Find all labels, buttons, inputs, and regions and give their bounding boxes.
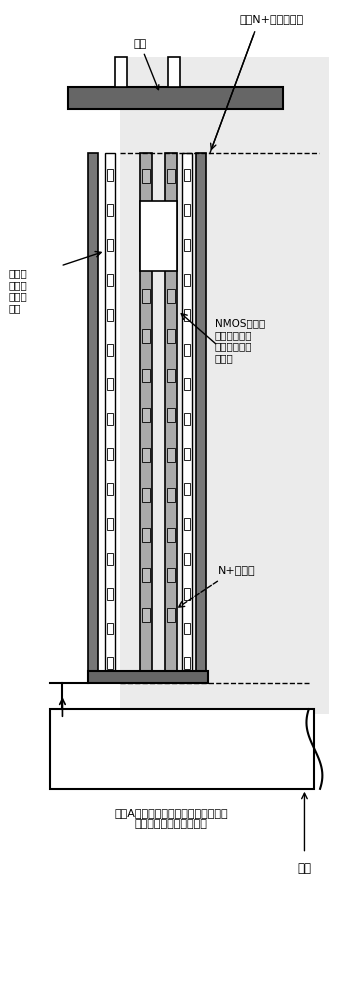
Bar [184, 518, 190, 530]
Bar [107, 483, 113, 495]
Bar [88, 153, 98, 679]
Bar [142, 289, 150, 303]
Bar [107, 169, 113, 181]
Bar [184, 378, 190, 390]
Bar [142, 528, 150, 542]
Bar [107, 657, 113, 669]
Bar [167, 249, 175, 263]
Bar [168, 57, 180, 87]
Bar [167, 408, 175, 422]
Bar [184, 344, 190, 356]
Bar [107, 378, 113, 390]
Bar [184, 204, 190, 216]
Bar [167, 608, 175, 622]
Bar [107, 204, 113, 216]
Bar [142, 369, 150, 382]
Bar [107, 588, 113, 600]
Bar [120, 57, 329, 714]
Text: 寄生N+有源区电阻: 寄生N+有源区电阻 [240, 14, 304, 24]
Bar [167, 329, 175, 343]
Bar [107, 274, 113, 286]
Bar [107, 309, 113, 321]
Bar [167, 448, 175, 462]
Bar [142, 568, 150, 582]
Bar [165, 153, 177, 679]
Bar [142, 608, 150, 622]
Bar [184, 588, 190, 600]
Bar [107, 344, 113, 356]
Bar [107, 448, 113, 460]
Bar [167, 369, 175, 382]
Bar [140, 153, 152, 679]
Bar [107, 623, 113, 634]
Bar [88, 671, 208, 683]
Bar [51, 709, 314, 789]
Bar [184, 274, 190, 286]
Bar [105, 153, 115, 679]
Text: 端口: 端口 [298, 862, 312, 875]
Bar [167, 169, 175, 183]
Text: 地线: 地线 [133, 39, 159, 90]
Bar [142, 249, 150, 263]
Bar [142, 209, 150, 223]
Bar [184, 623, 190, 634]
Bar [107, 518, 113, 530]
Bar [167, 528, 175, 542]
Bar [184, 239, 190, 251]
Bar [107, 239, 113, 251]
Text: 节点A（连接多晶电阻或者有源区电阻
或者直接连接内部电路）: 节点A（连接多晶电阻或者有源区电阻 或者直接连接内部电路） [114, 808, 228, 830]
Text: N+有源区: N+有源区 [218, 565, 255, 575]
Bar [167, 488, 175, 502]
Bar [184, 309, 190, 321]
Bar [140, 201, 177, 271]
Bar [107, 413, 113, 425]
Bar [167, 209, 175, 223]
Bar [107, 553, 113, 565]
Bar [184, 657, 190, 669]
Bar [184, 448, 190, 460]
Bar [68, 87, 282, 109]
Bar [167, 568, 175, 582]
Bar [182, 153, 192, 679]
Bar [196, 153, 206, 679]
Bar [184, 413, 190, 425]
Text: 沿金属
层远离
端口的
位置: 沿金属 层远离 端口的 位置 [9, 268, 27, 313]
Bar [184, 553, 190, 565]
Bar [142, 329, 150, 343]
Bar [142, 488, 150, 502]
Bar [184, 483, 190, 495]
Text: NMOS管的栅
极（直接接地
或者通过电阻
接地）: NMOS管的栅 极（直接接地 或者通过电阻 接地） [215, 318, 265, 363]
Bar [142, 408, 150, 422]
Bar [142, 448, 150, 462]
Bar [142, 169, 150, 183]
Bar [167, 289, 175, 303]
Bar [115, 57, 127, 87]
Bar [184, 169, 190, 181]
